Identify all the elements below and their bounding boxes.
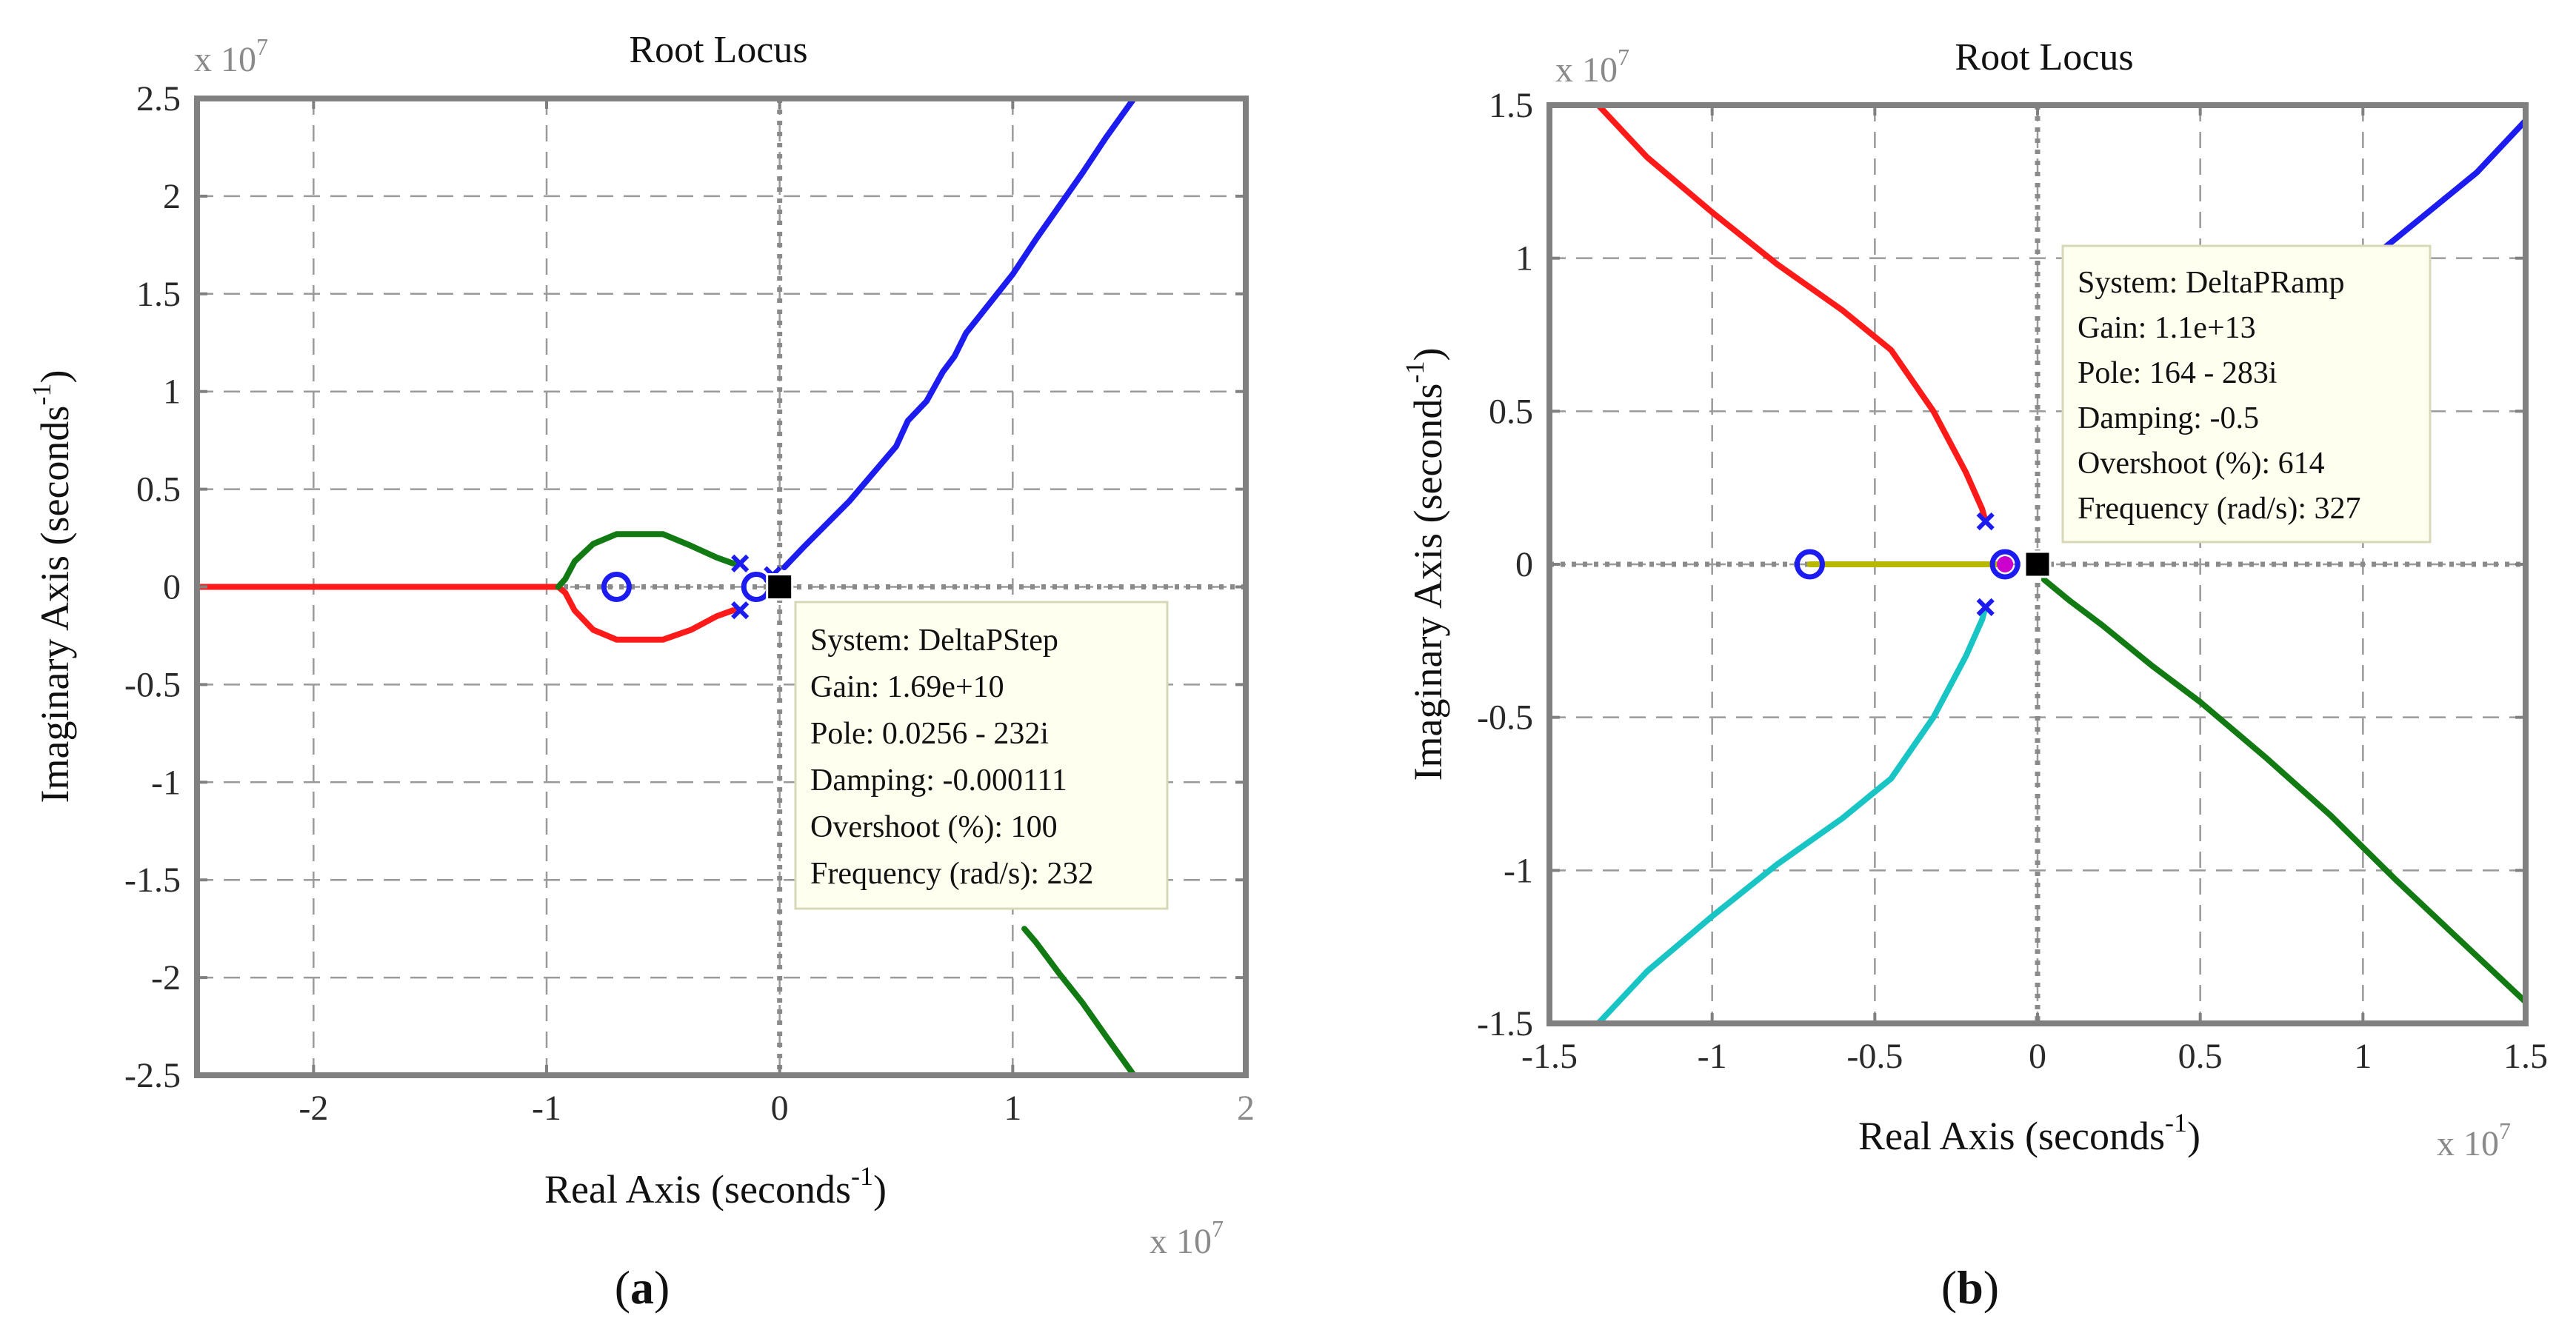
panel-a-datatip-line: System: DeltaPStep — [810, 624, 1058, 658]
panel-b-y-axis-label: Imaginary Axis (seconds-1) — [1400, 348, 1450, 781]
panel-a-datatip-line: Frequency (rad/s): 232 — [810, 857, 1094, 891]
panel-a-x-tick-labels: -2 -1 0 1 2 — [298, 1089, 1255, 1128]
panel-b-datatip-line: Pole: 164 - 283i — [2078, 356, 2278, 390]
x-tick-label: 1 — [2354, 1037, 2372, 1076]
x-tick-label: -2 — [298, 1089, 328, 1128]
panel-b-datatip-line: Gain: 1.1e+13 — [2078, 311, 2256, 345]
locus-branch-blue — [781, 96, 1137, 571]
panel-b-y-exponent: x 107 — [1555, 44, 1629, 90]
locus-branch-green — [2041, 576, 2529, 1006]
panel-b-x-axis-label: Real Axis (seconds-1) — [1858, 1108, 2200, 1158]
y-tick-label: 2.5 — [136, 79, 181, 118]
magenta-zero-marker — [1997, 556, 2014, 572]
panel-b-label: (b) — [1941, 1261, 1999, 1314]
y-tick-label: 1.5 — [136, 275, 181, 314]
y-tick-label: 0 — [1515, 545, 1533, 584]
pole-marker — [1976, 512, 1995, 531]
y-tick-label: 1.5 — [1489, 86, 1533, 125]
panel-a-datatip-line: Gain: 1.69e+10 — [810, 670, 1004, 704]
panel-b-datatip-line: Frequency (rad/s): 327 — [2078, 492, 2361, 526]
pole-marker — [731, 601, 750, 620]
panel-b-y-tick-labels: 1.5 1 0.5 0 -0.5 -1 -1.5 — [1477, 86, 1533, 1043]
panel-b-datatip-line: System: DeltaPRamp — [2078, 266, 2345, 300]
x-tick-label: 0 — [2029, 1037, 2046, 1076]
panel-b-x-tick-labels: -1.5 -1 -0.5 0 0.5 1 1.5 — [1521, 1037, 2548, 1076]
panel-b-title: Root Locus — [1955, 36, 2133, 78]
panel-b-datatip-marker-layer — [2023, 550, 2052, 578]
zero-marker — [1794, 549, 1825, 580]
pole-marker — [731, 554, 750, 572]
locus-branch-red — [194, 584, 744, 643]
x-tick-label: -1.5 — [1521, 1037, 1578, 1076]
panel-a-title: Root Locus — [629, 29, 807, 71]
x-tick-label: 2 — [1237, 1089, 1255, 1128]
panel-a-y-axis-label: Imaginary Axis (seconds-1) — [27, 370, 77, 803]
y-tick-label: 0.5 — [1489, 392, 1533, 431]
panel-a-x-exponent: x 107 — [1149, 1215, 1224, 1261]
y-tick-label: -1 — [1504, 851, 1533, 890]
zero-marker — [1989, 549, 2021, 580]
x-tick-label: 1.5 — [2503, 1037, 2548, 1076]
locus-branch-green-upper — [555, 531, 744, 590]
panel-a-datatip-line: Damping: -0.000111 — [810, 763, 1067, 798]
panel-a-datatip[interactable]: System: DeltaPStep Gain: 1.69e+10 Pole: … — [794, 601, 1169, 910]
x-tick-label: 0 — [771, 1089, 789, 1128]
locus-branch-green-lower — [1021, 926, 1137, 1078]
y-tick-label: -1.5 — [124, 861, 181, 900]
panel-b-x-exponent: x 107 — [2437, 1117, 2511, 1163]
y-tick-label: -2.5 — [124, 1056, 181, 1095]
x-tick-label: 1 — [1004, 1089, 1021, 1128]
x-tick-label: -0.5 — [1846, 1037, 1903, 1076]
zero-marker — [601, 572, 632, 602]
panel-b: Root Locus x 107 1.5 1 0.5 0 -0.5 -1 -1.5 -1.5… — [1400, 36, 2548, 1314]
y-tick-label: 0 — [163, 568, 181, 607]
y-tick-label: -0.5 — [124, 665, 181, 704]
locus-branch-cyan — [1595, 604, 1989, 1026]
panel-a: Root Locus x 107 2.5 2 1.5 1 0.5 0 -0.5 -1 -1.5 -… — [27, 29, 1255, 1314]
panel-a-zero-lines — [197, 98, 1246, 1075]
panel-b-series — [1595, 102, 2529, 1026]
y-tick-label: -1 — [151, 763, 181, 802]
panel-b-markers — [1794, 512, 2021, 616]
datatip-point-marker — [766, 573, 794, 601]
y-tick-label: 1 — [163, 372, 181, 412]
panel-b-datatip-line: Overshoot (%): 614 — [2078, 447, 2325, 481]
panel-b-datatip-line: Damping: -0.5 — [2078, 401, 2259, 435]
y-tick-label: -1.5 — [1477, 1004, 1533, 1043]
pole-marker — [1976, 598, 1995, 616]
x-tick-label: 0.5 — [2178, 1037, 2223, 1076]
panel-a-label: (a) — [615, 1261, 670, 1314]
y-tick-label: 2 — [163, 177, 181, 216]
locus-branch-red — [1595, 102, 1989, 525]
panel-a-y-tick-labels: 2.5 2 1.5 1 0.5 0 -0.5 -1 -1.5 -2 -2.5 — [124, 79, 181, 1095]
panel-a-datatip-box — [794, 601, 1169, 910]
panel-a-ticks — [197, 97, 1247, 1077]
panel-b-datatip-box — [2061, 244, 2432, 544]
x-tick-label: -1 — [1698, 1037, 1727, 1076]
y-tick-label: -0.5 — [1477, 698, 1533, 738]
panel-b-datatip[interactable]: System: DeltaPRamp Gain: 1.1e+13 Pole: 1… — [2061, 244, 2432, 544]
y-tick-label: 1 — [1515, 239, 1533, 278]
panel-a-x-axis-label: Real Axis (seconds-1) — [544, 1161, 887, 1212]
panel-a-y-exponent: x 107 — [194, 33, 268, 79]
panel-a-datatip-line: Overshoot (%): 100 — [810, 810, 1058, 844]
panel-a-series — [194, 96, 1137, 1078]
x-tick-label: -1 — [532, 1089, 561, 1128]
y-tick-label: 0.5 — [136, 470, 181, 509]
panel-a-datatip-line: Pole: 0.0256 - 232i — [810, 717, 1049, 751]
panel-a-datatip-marker-layer — [766, 573, 794, 601]
y-tick-label: -2 — [151, 958, 181, 997]
panel-b-ticks — [1548, 104, 2527, 1025]
datatip-point-marker — [2023, 550, 2052, 578]
